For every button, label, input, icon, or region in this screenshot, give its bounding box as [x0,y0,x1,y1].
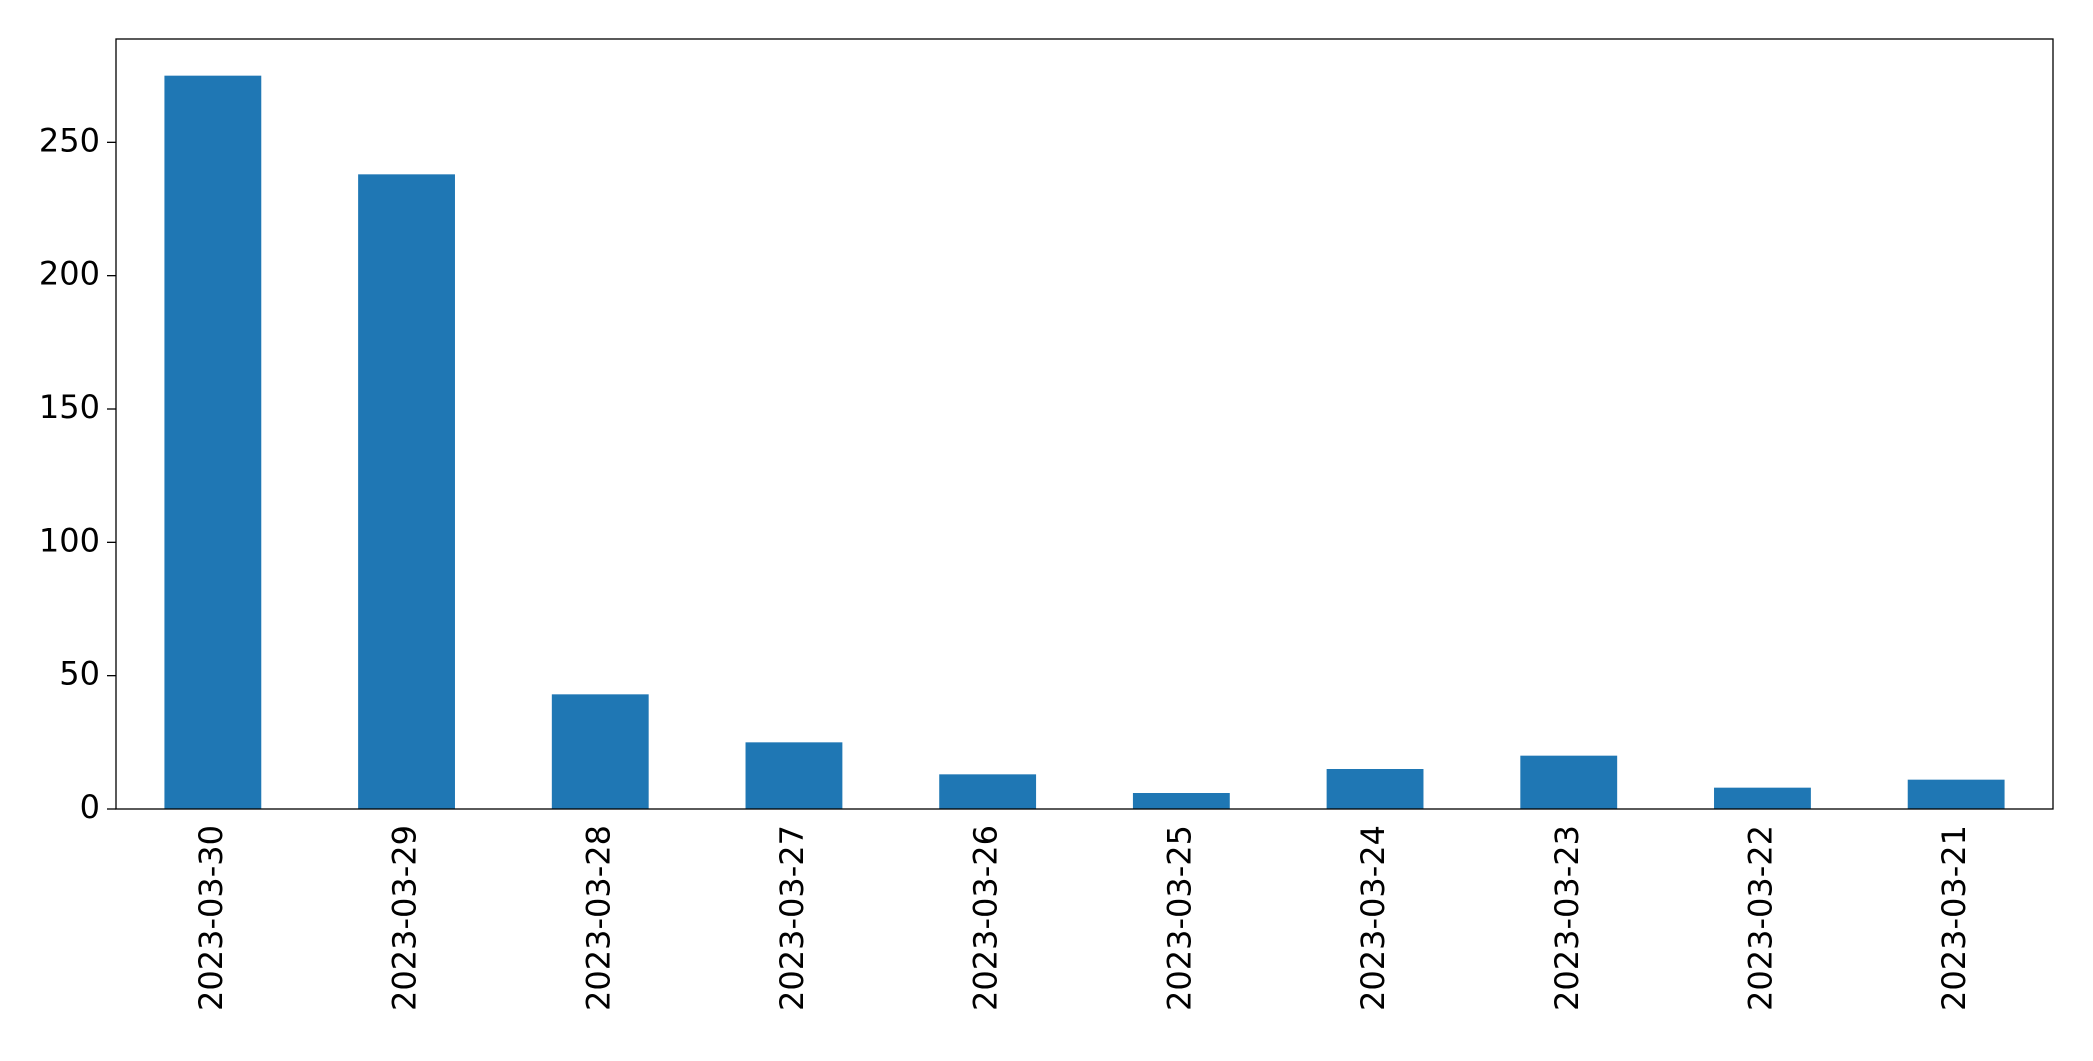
y-tick-label: 100 [39,521,100,559]
plot-frame [115,38,2054,810]
x-tick-label: 2023-03-22 [1741,825,1779,1011]
x-tick-label: 2023-03-29 [386,825,424,1011]
x-tick-label: 2023-03-30 [192,825,230,1011]
y-tick-label: 150 [39,388,100,426]
y-tick-label: 0 [80,788,100,826]
bar [1132,793,1230,809]
x-tick-label: 2023-03-25 [1160,825,1198,1011]
bar [745,742,843,809]
bar [551,694,649,809]
bar [1326,769,1424,809]
bar [1907,779,2005,809]
x-tick-label: 2023-03-23 [1548,825,1586,1011]
bar [164,75,262,809]
x-tick-label: 2023-03-28 [579,825,617,1011]
x-tick-label: 2023-03-24 [1354,825,1392,1011]
y-tick-label: 50 [59,655,100,693]
y-tick-label: 250 [39,121,100,159]
x-tick-label: 2023-03-21 [1935,825,1973,1011]
x-tick-label: 2023-03-27 [773,825,811,1011]
bar [358,174,455,810]
x-tick-label: 2023-03-26 [967,825,1005,1011]
bar [939,774,1037,809]
bar [1714,787,1811,809]
bar [1520,755,1618,809]
y-tick-label: 200 [39,255,100,293]
